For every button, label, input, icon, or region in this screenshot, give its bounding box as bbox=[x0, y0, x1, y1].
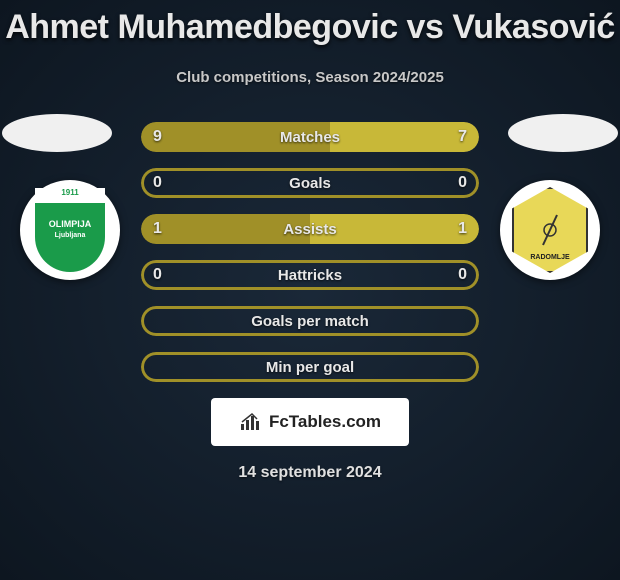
stat-val-right: 7 bbox=[458, 128, 467, 146]
source-badge: FcTables.com bbox=[211, 398, 409, 446]
stat-val-left: 1 bbox=[153, 220, 162, 238]
stat-row: Goals per match bbox=[141, 306, 479, 336]
team-badge-right: RADOMLJE bbox=[500, 180, 600, 280]
stat-val-right: 0 bbox=[458, 266, 467, 284]
stat-val-right: 0 bbox=[458, 174, 467, 192]
stat-label: Min per goal bbox=[266, 359, 354, 376]
stat-row: 0 0 Goals bbox=[141, 168, 479, 198]
stat-row: 9 7 Matches bbox=[141, 122, 479, 152]
badge-right-text: RADOMLJE bbox=[530, 254, 569, 261]
subtitle: Club competitions, Season 2024/2025 bbox=[0, 69, 620, 86]
stat-label: Hattricks bbox=[278, 267, 342, 284]
stats-list: 9 7 Matches 0 0 Goals 1 1 Assists 0 0 Hattricks Goal… bbox=[141, 122, 479, 382]
stat-val-right: 1 bbox=[458, 220, 467, 238]
shield-icon: RADOMLJE bbox=[512, 187, 588, 273]
stat-row: 1 1 Assists bbox=[141, 214, 479, 244]
stat-val-left: 9 bbox=[153, 128, 162, 146]
page-title: Ahmet Muhamedbegovic vs Vukasović bbox=[0, 0, 620, 47]
source-label: FcTables.com bbox=[269, 412, 381, 432]
stat-label: Matches bbox=[280, 129, 340, 146]
comparison-area: OLIMPIJA Ljubljana RADOMLJE 9 7 Matches 0 0 G… bbox=[0, 122, 620, 382]
stat-label: Goals per match bbox=[251, 313, 369, 330]
date-label: 14 september 2024 bbox=[0, 464, 620, 482]
stat-val-left: 0 bbox=[153, 266, 162, 284]
stat-label: Goals bbox=[289, 175, 331, 192]
chart-icon bbox=[239, 412, 263, 432]
badge-left-text: OLIMPIJA Ljubljana bbox=[49, 220, 92, 240]
stat-row: 0 0 Hattricks bbox=[141, 260, 479, 290]
stat-fill-right bbox=[330, 122, 479, 152]
stat-label: Assists bbox=[283, 221, 336, 238]
shield-icon: OLIMPIJA Ljubljana bbox=[35, 188, 105, 272]
team-badge-left: OLIMPIJA Ljubljana bbox=[20, 180, 120, 280]
stat-val-left: 0 bbox=[153, 174, 162, 192]
flag-right bbox=[508, 114, 618, 152]
stat-row: Min per goal bbox=[141, 352, 479, 382]
flag-left bbox=[2, 114, 112, 152]
